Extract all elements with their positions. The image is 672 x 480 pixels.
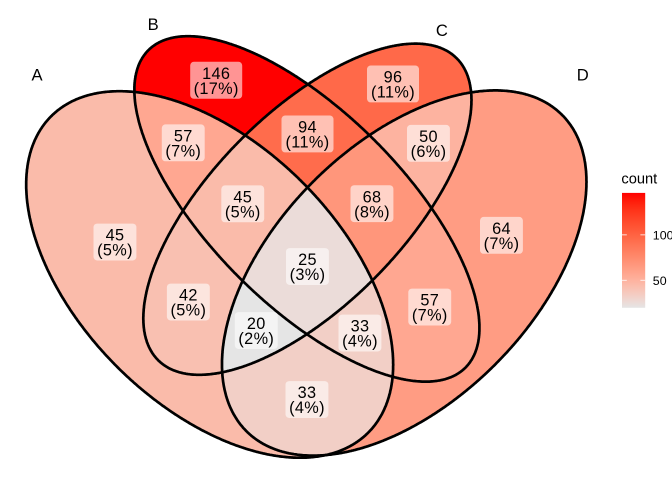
svg-text:D: D xyxy=(577,66,589,85)
svg-text:(17%): (17%) xyxy=(194,80,239,98)
svg-text:57: 57 xyxy=(420,292,439,310)
svg-text:50: 50 xyxy=(419,128,438,146)
svg-text:57: 57 xyxy=(174,128,193,146)
svg-text:(2%): (2%) xyxy=(238,330,274,348)
svg-text:64: 64 xyxy=(492,220,511,238)
svg-text:33: 33 xyxy=(351,318,370,336)
svg-text:96: 96 xyxy=(384,69,403,87)
svg-text:A: A xyxy=(32,66,44,85)
svg-text:45: 45 xyxy=(106,227,125,245)
svg-text:(11%): (11%) xyxy=(371,84,415,102)
svg-text:50: 50 xyxy=(653,274,667,288)
svg-text:(5%): (5%) xyxy=(97,242,133,260)
svg-text:(5%): (5%) xyxy=(171,302,207,320)
svg-text:(7%): (7%) xyxy=(165,143,201,161)
svg-text:33: 33 xyxy=(298,384,317,402)
svg-text:(4%): (4%) xyxy=(342,333,378,351)
svg-text:100: 100 xyxy=(653,228,672,242)
svg-text:count: count xyxy=(621,172,657,188)
svg-text:(7%): (7%) xyxy=(412,307,448,325)
svg-text:(11%): (11%) xyxy=(286,134,330,152)
svg-text:68: 68 xyxy=(363,188,382,206)
svg-text:94: 94 xyxy=(298,119,317,137)
svg-text:(5%): (5%) xyxy=(225,204,261,222)
svg-text:C: C xyxy=(436,21,448,40)
svg-text:B: B xyxy=(148,15,159,34)
svg-text:(4%): (4%) xyxy=(289,399,325,417)
svg-text:45: 45 xyxy=(233,189,252,207)
svg-text:(7%): (7%) xyxy=(484,235,520,253)
svg-text:42: 42 xyxy=(179,287,198,305)
svg-text:146: 146 xyxy=(202,65,230,83)
svg-text:(8%): (8%) xyxy=(354,203,390,221)
svg-text:(3%): (3%) xyxy=(290,266,326,284)
svg-text:20: 20 xyxy=(247,315,266,333)
svg-text:25: 25 xyxy=(298,251,317,269)
svg-text:(6%): (6%) xyxy=(411,143,447,161)
